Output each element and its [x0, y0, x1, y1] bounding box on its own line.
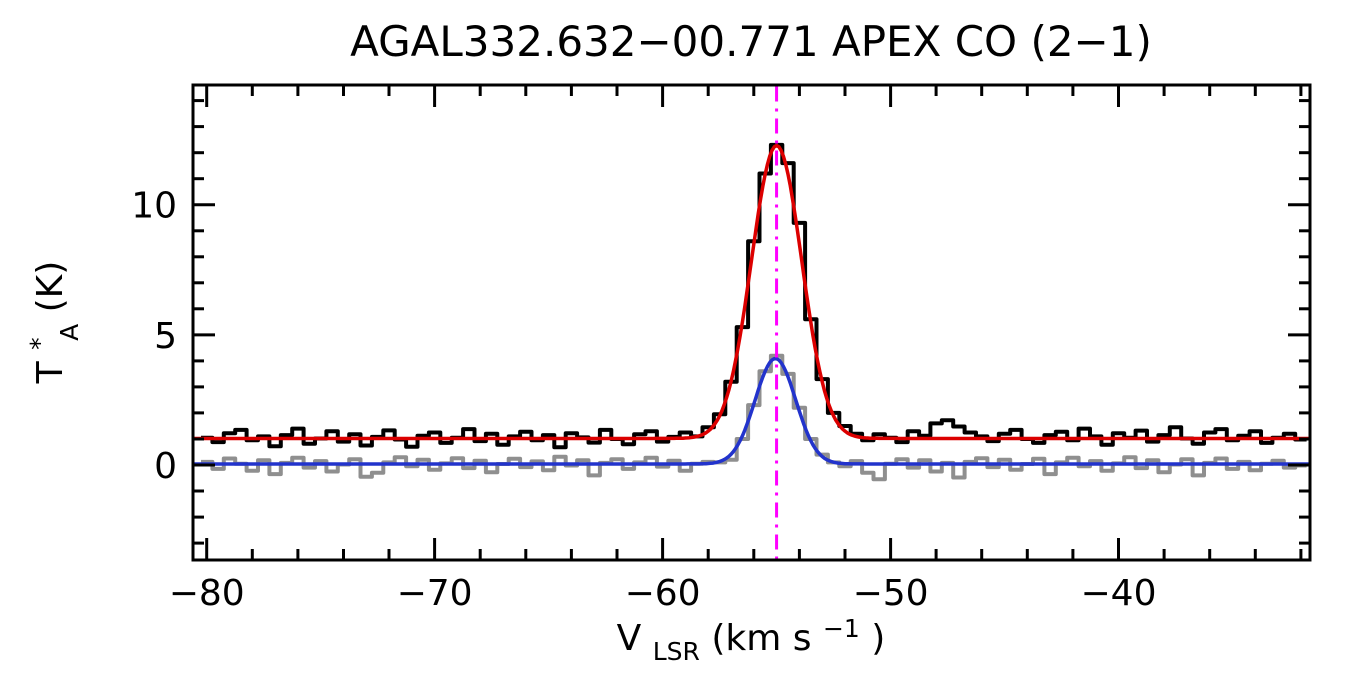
x-tick-label: −70	[397, 573, 473, 614]
y-tick-label: 0	[154, 446, 177, 487]
x-label-close-paren: )	[871, 618, 885, 659]
chart-title: AGAL332.632−00.771 APEX CO (2−1)	[350, 17, 1152, 66]
x-tick-label: −50	[853, 573, 929, 614]
x-label-subscript: LSR	[653, 637, 700, 666]
x-label-units: (km s	[711, 618, 811, 659]
y-tick-label: 5	[154, 316, 177, 357]
series-group	[193, 86, 1310, 559]
plot-frame	[191, 83, 1312, 562]
y-tick-label: 10	[131, 186, 177, 227]
tick-labels-group: −80 −70 −60 −50 −40 0 5 10	[131, 186, 1156, 614]
x-tick-label: −60	[625, 573, 701, 614]
gaussian-fit-main-curve	[193, 143, 1310, 441]
y-axis-label: T * A (K)	[16, 261, 87, 385]
y-label-superscript: *	[25, 337, 54, 350]
y-label-subscript: A	[55, 324, 84, 341]
x-tick-label: −40	[1081, 573, 1157, 614]
x-label-superscript: −1	[823, 614, 860, 643]
y-label-main: T	[30, 360, 71, 384]
y-label-units: (K)	[30, 261, 71, 313]
gaussian-fit-secondary-curve	[193, 356, 1310, 466]
ticks-group	[193, 85, 1310, 560]
x-tick-label: −80	[169, 573, 245, 614]
x-label-main: V	[617, 618, 642, 659]
spectrum-secondary-histogram	[201, 353, 1307, 482]
x-axis-label: V LSR (km s −1 )	[617, 605, 886, 669]
